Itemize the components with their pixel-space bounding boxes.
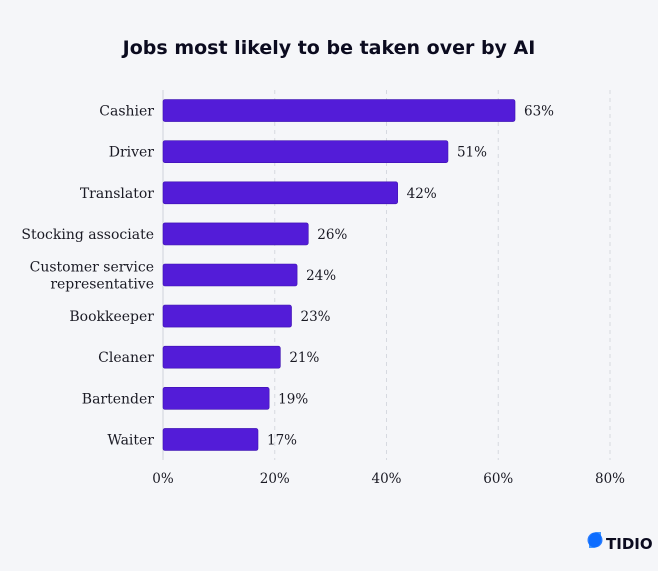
category-label: Customer service representative (30, 260, 154, 293)
x-tick-label: 20% (260, 471, 290, 487)
category-label: Stocking associate (21, 227, 154, 243)
bar (162, 181, 398, 205)
bar (162, 387, 270, 410)
value-label: 24% (306, 268, 336, 284)
category-label: Driver (109, 145, 155, 161)
category-label: Translator (80, 186, 154, 202)
bar (162, 140, 449, 163)
bar (162, 345, 281, 369)
value-label: 63% (524, 104, 554, 120)
bar (162, 99, 516, 122)
category-label: Cleaner (98, 350, 154, 366)
category-label: Bartender (82, 391, 155, 407)
bar (162, 428, 259, 451)
value-label: 51% (457, 145, 487, 161)
value-label: 19% (278, 391, 308, 407)
bar (162, 263, 298, 287)
tidio-logo: TIDIO (587, 532, 653, 553)
x-tick-label: 80% (595, 471, 625, 487)
value-label: 21% (289, 350, 319, 366)
x-tick-label: 40% (371, 471, 401, 487)
category-label: Waiter (107, 432, 154, 448)
bar (162, 304, 292, 328)
x-tick-label: 0% (152, 471, 174, 487)
tidio-logo-text: TIDIO (606, 535, 653, 553)
x-tick-label: 60% (483, 471, 513, 487)
value-label: 23% (301, 309, 331, 325)
value-label: 17% (267, 432, 297, 448)
value-label: 26% (317, 227, 347, 243)
category-label: Cashier (99, 104, 154, 120)
chart-title: Jobs most likely to be taken over by AI (121, 37, 536, 59)
value-label: 42% (407, 186, 437, 202)
category-label: Bookkeeper (69, 309, 154, 325)
bar (162, 222, 309, 246)
